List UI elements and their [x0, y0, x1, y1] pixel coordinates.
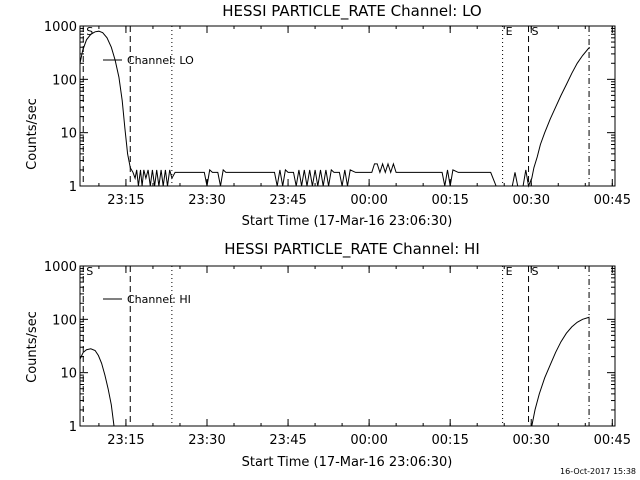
hi-x-tick-label: 00:15: [431, 433, 468, 448]
lo-series-lines: [79, 30, 590, 188]
hi-x-tick-label: 23:45: [269, 433, 306, 448]
hi-plot-frame: [79, 265, 616, 427]
lo-marker-label: S: [532, 25, 539, 38]
lo-series-line: [79, 30, 590, 188]
hi-x-tick-label: 23:30: [188, 433, 225, 448]
hi-series-line: [79, 348, 115, 427]
hi-y-tick-label: 100: [52, 313, 77, 328]
lo-x-tick-label: 23:15: [107, 193, 144, 208]
lo-marker-label: E: [506, 25, 513, 38]
hi-legend-label: Channel: HI: [127, 293, 191, 306]
lo-chart-title: HESSI PARTICLE_RATE Channel: LO: [222, 2, 481, 21]
hi-y-tick-label: 1: [69, 420, 77, 435]
hi-x-tick-label: 00:00: [350, 433, 387, 448]
lo-y-tick-label: 10: [60, 127, 77, 142]
lo-x-tick-label: 00:15: [431, 193, 468, 208]
hi-y-axis-label: Counts/sec: [25, 311, 40, 383]
hi-marker-label: E: [506, 265, 513, 278]
lo-x-tick-label: 00:30: [513, 193, 550, 208]
lo-x-tick-label: 23:45: [269, 193, 306, 208]
hi-axis-ticks: 23:15 23:30 23:45 00:00 00:15 00:30 00:45 1 10 10…: [44, 260, 631, 448]
hi-y-tick-label: 1000: [44, 260, 77, 275]
lo-x-tick-label: 00:45: [594, 193, 631, 208]
lo-plot-frame: [79, 25, 616, 187]
lo-channel-panel: HESSI PARTICLE_RATE Channel: LO Counts/s…: [25, 2, 631, 229]
lo-legend-label: Channel: LO: [127, 54, 194, 67]
hi-channel-panel: HESSI PARTICLE_RATE Channel: HI Counts/s…: [25, 240, 631, 470]
lo-y-tick-label: 1000: [44, 20, 77, 35]
lo-x-axis-label: Start Time (17-Mar-16 23:06:30): [242, 214, 453, 229]
hi-chart-title: HESSI PARTICLE_RATE Channel: HI: [224, 240, 480, 259]
lo-x-tick-label: 00:00: [350, 193, 387, 208]
lo-legend: Channel: LO: [103, 54, 194, 67]
hi-marker-label: S: [532, 265, 539, 278]
hi-x-axis-label: Start Time (17-Mar-16 23:06:30): [242, 455, 453, 470]
hi-marker-label: S: [86, 265, 93, 278]
lo-marker-label: S: [86, 25, 93, 38]
hi-x-tick-label: 23:15: [107, 433, 144, 448]
hi-x-tick-label: 00:30: [513, 433, 550, 448]
lo-axis-ticks: 23:15 23:30 23:45 00:00 00:15 00:30 00:45 1 10 10…: [44, 20, 631, 208]
hi-series-lines: [79, 316, 590, 427]
hi-series-line: [531, 316, 590, 427]
hi-x-tick-label: 00:45: [594, 433, 631, 448]
hi-legend: Channel: HI: [103, 293, 191, 306]
lo-y-tick-label: 100: [52, 73, 77, 88]
lo-y-axis-label: Counts/sec: [25, 98, 40, 170]
lo-y-tick-label: 1: [69, 180, 77, 195]
hi-y-tick-label: 10: [60, 367, 77, 382]
generation-timestamp: 16-Oct-2017 15:38: [560, 467, 636, 476]
lo-x-tick-label: 23:30: [188, 193, 225, 208]
